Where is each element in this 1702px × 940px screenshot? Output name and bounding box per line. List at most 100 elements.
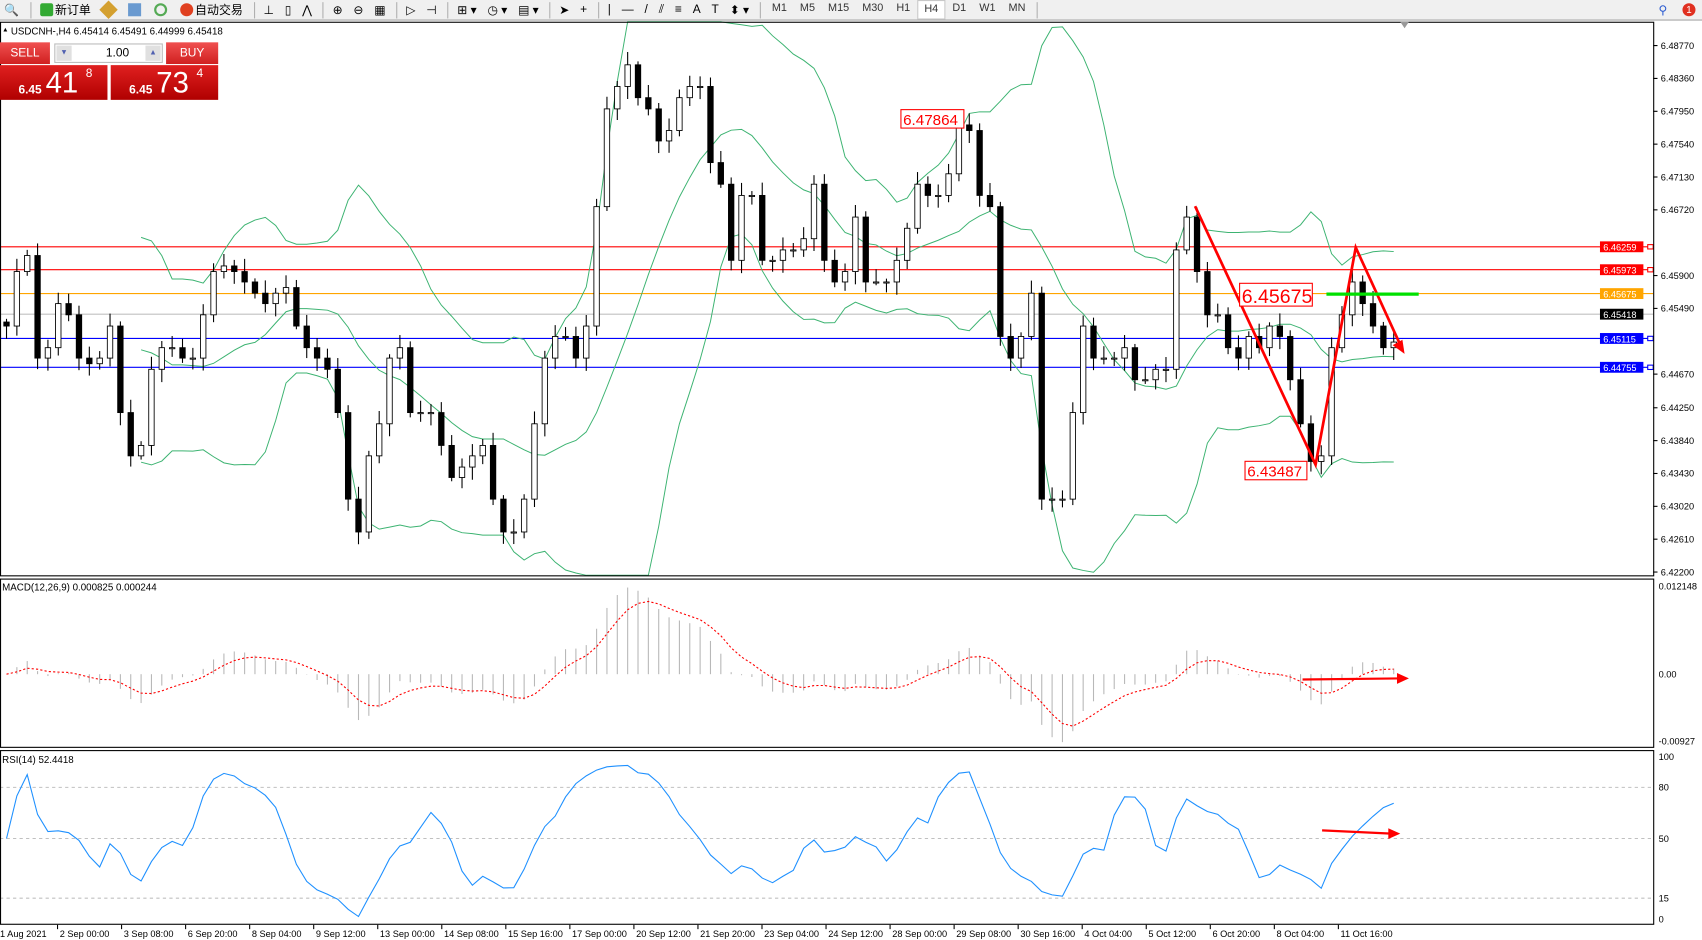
- bear-candle: [231, 265, 238, 272]
- vertical-line-icon[interactable]: |: [607, 3, 611, 17]
- metaeditor-icon[interactable]: [97, 0, 121, 19]
- bull-candle: [55, 303, 62, 349]
- bear-candle: [86, 357, 93, 365]
- shift-marker-icon[interactable]: [1400, 21, 1409, 29]
- bull-candle: [593, 206, 600, 327]
- chart-area[interactable]: 6.47864 6.45675 6.43487 6.48770 6.48360 6.47…: [0, 20, 1702, 940]
- price-level-tag: [1599, 288, 1644, 300]
- zoom-icon[interactable]: 🔍: [4, 3, 20, 17]
- buy-price-sup: 4: [196, 67, 204, 81]
- lot-decrease-icon[interactable]: ▼: [56, 45, 72, 61]
- timeframe-m15[interactable]: M15: [828, 2, 850, 15]
- auto-trading-button[interactable]: 自动交易: [176, 1, 248, 18]
- bear-candle: [1369, 303, 1377, 327]
- sell-price-sup: 8: [85, 67, 93, 81]
- bear-candle: [728, 183, 735, 261]
- tile-windows-icon[interactable]: ▦: [374, 3, 386, 17]
- rsi-line: [5, 764, 1394, 918]
- lot-increase-icon[interactable]: ▲: [145, 45, 161, 61]
- trendline-icon[interactable]: /: [644, 3, 648, 17]
- timeframe-h4[interactable]: H4: [916, 0, 946, 20]
- text-icon[interactable]: A: [692, 3, 701, 17]
- bar-chart-icon[interactable]: ⊥: [263, 3, 274, 17]
- new-order-button[interactable]: 新订单: [35, 1, 95, 18]
- bull-candle: [137, 444, 145, 457]
- bear-candle: [645, 97, 652, 110]
- price-axis-label: 6.48770: [1661, 41, 1694, 51]
- bull-candle: [790, 249, 797, 252]
- notification-badge[interactable]: 1: [1682, 3, 1696, 17]
- search-icon[interactable]: ⚲: [1658, 3, 1668, 17]
- buy-price[interactable]: 6.45 73 4: [110, 65, 219, 100]
- buy-price-big: 73: [156, 66, 189, 99]
- bear-candle: [976, 130, 983, 196]
- indicators-icon[interactable]: ⊞ ▾: [457, 3, 477, 17]
- bull-candle: [696, 86, 704, 88]
- sell-price[interactable]: 6.45 41 8: [0, 65, 108, 100]
- text-label-icon[interactable]: T: [711, 3, 719, 17]
- bear-candle: [1297, 379, 1304, 425]
- sell-button[interactable]: SELL: [0, 42, 50, 65]
- timeframe-h1[interactable]: H1: [896, 2, 911, 15]
- bull-candle: [1028, 292, 1035, 337]
- bear-candle: [438, 412, 445, 446]
- cursor-icon[interactable]: ➤: [559, 3, 570, 17]
- collapse-icon[interactable]: ▲: [2, 26, 8, 33]
- crosshair-icon[interactable]: +: [580, 3, 588, 17]
- bear-candle: [1224, 314, 1232, 349]
- arrows-icon[interactable]: ⬍ ▾: [729, 3, 750, 17]
- timeframe-mn[interactable]: MN: [1008, 2, 1026, 15]
- timeframe-m1[interactable]: M1: [771, 2, 787, 15]
- price-axis-label: 6.47130: [1661, 172, 1694, 182]
- price-axis-label: 6.48360: [1661, 74, 1694, 84]
- price-level-tag-label: 6.45675: [1603, 289, 1636, 299]
- candlestick-icon[interactable]: ▯: [284, 3, 292, 17]
- bull-candle: [1017, 336, 1025, 359]
- divider: [759, 1, 761, 18]
- buy-price-prefix: 6.45: [129, 83, 153, 97]
- timeframe-d1[interactable]: D1: [952, 2, 967, 15]
- price-level-tag-label: 6.45115: [1603, 334, 1636, 344]
- bull-candle: [376, 423, 383, 457]
- bear-candle: [986, 194, 994, 208]
- bear-candle: [407, 347, 414, 414]
- timeframe-w1[interactable]: W1: [979, 2, 996, 15]
- templates-icon[interactable]: ▤ ▾: [518, 3, 539, 17]
- bear-candle: [1204, 271, 1211, 316]
- channel-icon[interactable]: ⫽: [658, 2, 665, 16]
- fibonacci-icon[interactable]: ≡: [674, 3, 682, 17]
- bull-candle: [738, 194, 745, 261]
- bear-candle: [821, 183, 828, 261]
- macd-axis-label: 0.012148: [1659, 581, 1697, 591]
- terminal-icon[interactable]: [123, 1, 147, 18]
- bull-candle: [1266, 325, 1273, 349]
- timeframe-m30[interactable]: M30: [862, 2, 884, 15]
- lot-size-input[interactable]: ▼ 1.00 ▲: [54, 43, 163, 63]
- lot-value[interactable]: 1.00: [105, 46, 130, 60]
- level-handle: [1647, 364, 1654, 371]
- buy-button[interactable]: BUY: [166, 42, 219, 65]
- periods-icon[interactable]: ◷ ▾: [487, 3, 508, 17]
- divider: [598, 1, 600, 18]
- symbol-info: USDCNH-,H4 6.45414 6.45491 6.44999 6.454…: [11, 27, 223, 38]
- timeframe-m5[interactable]: M5: [799, 2, 816, 15]
- time-axis-label: 29 Sep 08:00: [956, 929, 1011, 939]
- line-chart-icon[interactable]: ⋀: [302, 3, 312, 17]
- bull-candle: [1100, 357, 1108, 360]
- autoscroll-icon[interactable]: ▷: [406, 3, 416, 17]
- zoom-out-icon[interactable]: ⊖: [353, 3, 364, 17]
- bull-candle: [1214, 314, 1221, 317]
- rsi-axis-label: 50: [1659, 834, 1669, 844]
- arrow-head-icon: [1388, 828, 1401, 840]
- chart-shift-icon[interactable]: ⊣: [426, 3, 437, 17]
- zoom-in-icon[interactable]: ⊕: [332, 3, 343, 17]
- time-axis-label: 3 Sep 08:00: [124, 929, 174, 939]
- signals-icon[interactable]: [149, 1, 173, 18]
- bull-candle: [210, 271, 217, 316]
- time-axis-label: 11 Oct 16:00: [1341, 929, 1393, 939]
- chart-background: [0, 20, 1702, 940]
- sell-price-big: 41: [45, 66, 79, 99]
- time-axis-label: 13 Sep 00:00: [380, 929, 435, 939]
- price-axis-label: 6.42200: [1661, 567, 1694, 577]
- horizontal-line-icon[interactable]: —: [621, 3, 634, 17]
